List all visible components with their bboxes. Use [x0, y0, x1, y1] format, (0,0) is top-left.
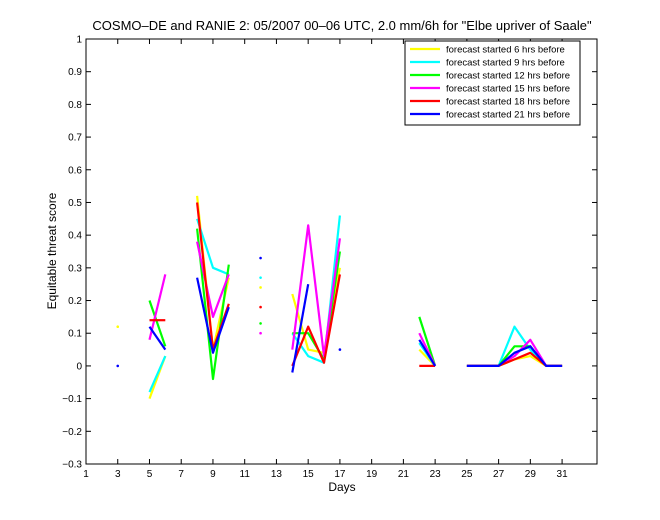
data-point [259, 256, 262, 260]
series-line [291, 284, 310, 373]
y-tick-label: 0.8 [68, 100, 82, 111]
x-tick-label: 27 [493, 469, 505, 480]
y-tick-label: 0.9 [68, 67, 82, 78]
series-line [196, 218, 230, 276]
x-tick-label: 29 [525, 469, 537, 480]
series-6 [116, 256, 563, 373]
series-line [291, 224, 341, 358]
series-line [466, 345, 563, 367]
legend-entry: forecast started 15 hrs before [446, 84, 570, 95]
y-tick-label: 0 [76, 361, 82, 372]
y-tick-label: 0.4 [68, 231, 82, 242]
y-tick-label: 0.2 [68, 296, 82, 307]
axis-ticks: 1 3 5 7 9 11 13 15 17 19 21 23 25 27 29 31−0.3−0.2−0.10… [62, 35, 597, 480]
x-tick-label: 31 [557, 469, 569, 480]
legend-entry: forecast started 21 hrs before [446, 110, 570, 121]
data-point [116, 364, 120, 368]
legend-box [404, 40, 581, 126]
y-tick-label: −0.1 [62, 394, 82, 405]
x-tick-label: 1 [83, 469, 89, 480]
data-point [116, 325, 120, 328]
legend-entry: forecast started 12 hrs before [446, 71, 570, 82]
data-point [259, 286, 262, 289]
x-tick-label: 3 [115, 469, 121, 480]
legend: forecast started 6 hrs before forecast st… [404, 40, 581, 126]
series-line [148, 300, 167, 347]
y-axis-label: Equitable threat score [45, 192, 59, 309]
series-line [291, 274, 341, 367]
data-point [259, 276, 262, 279]
y-tick-label: 0.1 [68, 329, 82, 340]
data-point [338, 348, 342, 351]
x-tick-label: 21 [398, 469, 410, 480]
x-tick-label: 9 [210, 469, 216, 480]
series-line [196, 228, 230, 381]
data-point [259, 331, 262, 335]
x-tick-label: 17 [334, 469, 346, 480]
y-tick-label: −0.3 [62, 460, 82, 471]
series-line [418, 339, 437, 367]
x-tick-label: 15 [303, 469, 315, 480]
legend-entry: forecast started 18 hrs before [446, 97, 570, 108]
series-line [196, 277, 230, 354]
chart-title: COSMO–DE and RANIE 2: 05/2007 00–06 UTC,… [92, 18, 592, 33]
x-tick-label: 11 [240, 469, 251, 480]
y-tick-label: 0.3 [68, 263, 82, 274]
y-tick-label: −0.2 [62, 427, 82, 438]
x-tick-label: 7 [178, 469, 184, 480]
series-line [148, 326, 167, 351]
y-tick-label: 0.6 [68, 165, 82, 176]
x-tick-label: 23 [430, 469, 442, 480]
series-line [148, 355, 167, 393]
series-layer [116, 195, 563, 399]
x-tick-label: 25 [461, 469, 473, 480]
x-axis-label: Days [328, 480, 355, 494]
data-point [259, 322, 262, 325]
series-line [196, 241, 230, 318]
y-tick-label: 1 [76, 35, 82, 46]
x-tick-label: 13 [271, 469, 283, 480]
y-tick-label: 0.7 [68, 133, 82, 144]
data-point [259, 305, 262, 309]
series-line [418, 316, 437, 367]
x-tick-label: 19 [366, 469, 378, 480]
legend-entry: forecast started 9 hrs before [446, 58, 565, 69]
legend-entry: forecast started 6 hrs before [446, 45, 565, 56]
y-tick-label: 0.5 [68, 198, 82, 209]
x-tick-label: 5 [147, 469, 153, 480]
